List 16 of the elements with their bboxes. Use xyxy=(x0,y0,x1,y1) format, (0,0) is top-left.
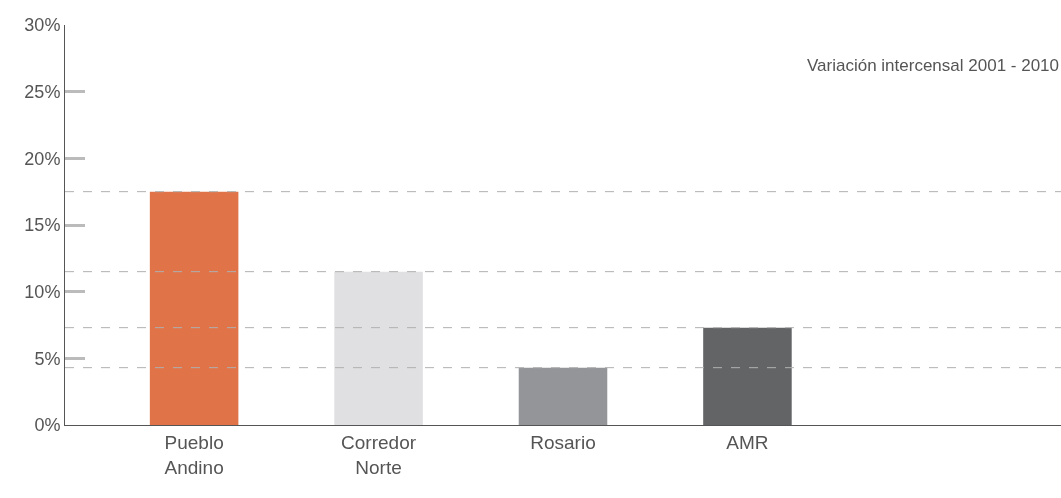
y-tick-label: 20% xyxy=(24,148,61,169)
y-tick-label: 30% xyxy=(24,15,61,36)
x-tick-label: Rosario xyxy=(530,431,596,453)
bar xyxy=(149,191,239,425)
x-tick-label: Pueblo Andino xyxy=(164,431,224,478)
y-tick-label: 10% xyxy=(24,281,61,302)
x-tick-label: AMR xyxy=(726,431,769,453)
x-tick-label: Corredor Norte xyxy=(341,431,417,478)
bar xyxy=(703,327,792,425)
y-tick-label: 5% xyxy=(34,348,61,369)
y-tick-label: 15% xyxy=(24,215,61,236)
bar xyxy=(334,271,423,425)
annotation: Variación intercensal 2001 - 2010 xyxy=(807,56,1060,75)
y-tick-label: 0% xyxy=(34,415,61,436)
bar xyxy=(518,367,608,425)
y-tick-label: 25% xyxy=(24,81,61,102)
